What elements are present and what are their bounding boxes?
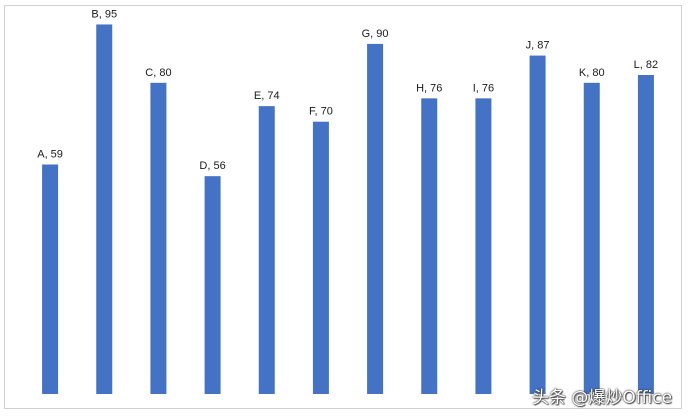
- bar-i: [475, 98, 491, 394]
- bar-a: [42, 164, 58, 394]
- bar-e: [259, 106, 275, 394]
- data-label-l: L, 82: [634, 59, 658, 71]
- data-label-h: H, 76: [416, 82, 442, 94]
- bar-b: [96, 24, 112, 394]
- bar-g: [367, 44, 383, 394]
- data-label-i: I, 76: [473, 82, 494, 94]
- bars-group: [42, 24, 654, 394]
- data-label-b: B, 95: [91, 8, 117, 20]
- bar-c: [150, 83, 166, 394]
- data-label-f: F, 70: [309, 106, 333, 118]
- data-label-k: K, 80: [579, 67, 605, 79]
- bar-k: [584, 83, 600, 394]
- data-label-d: D, 56: [199, 160, 225, 172]
- bar-d: [205, 176, 221, 394]
- bar-f: [313, 122, 329, 394]
- watermark-text: 头条 @爆炒Office: [532, 383, 672, 408]
- bar-h: [421, 98, 437, 394]
- data-label-a: A, 59: [37, 148, 63, 160]
- data-label-j: J, 87: [526, 40, 550, 52]
- data-label-e: E, 74: [254, 90, 280, 102]
- bar-j: [530, 56, 546, 394]
- data-label-g: G, 90: [362, 28, 389, 40]
- data-label-c: C, 80: [145, 67, 171, 79]
- bar-l: [638, 75, 654, 394]
- data-labels-group: A, 59 B, 95 C, 80 D, 56 E, 74 F, 70 G, 90 H, 76…: [37, 8, 658, 172]
